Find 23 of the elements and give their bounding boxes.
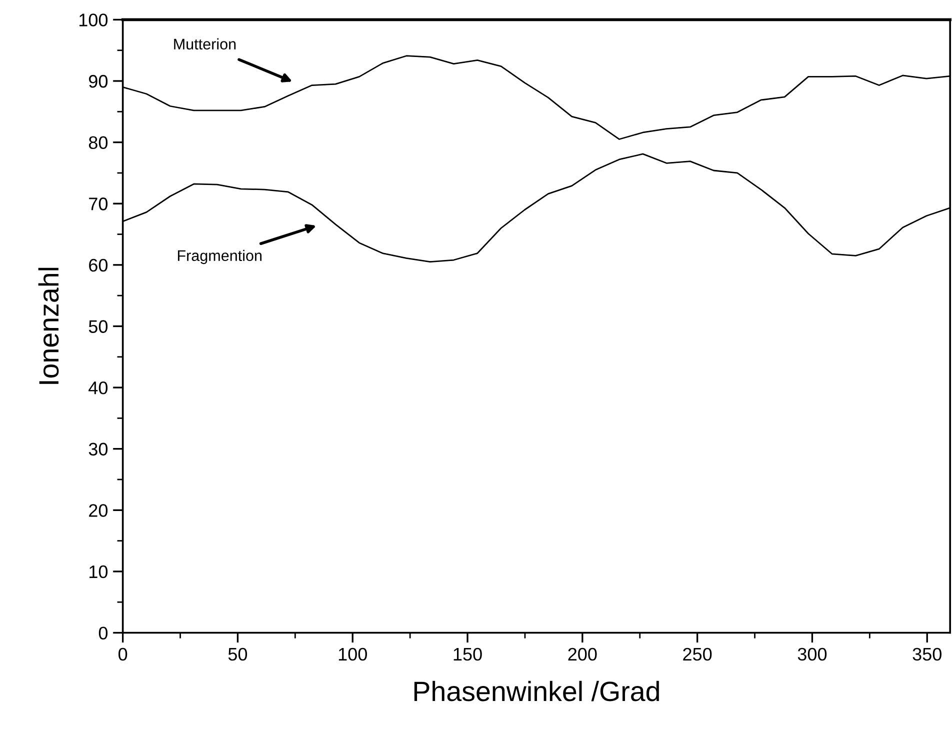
y-tick-label: 10	[90, 565, 108, 578]
x-tick-label: 50	[228, 648, 248, 661]
y-tick-label: 50	[88, 320, 108, 333]
x-tick-label: 200	[568, 648, 597, 661]
x-tick-label: 250	[683, 648, 712, 661]
y-tick-label: 40	[88, 381, 108, 394]
annotation: Mutterion	[174, 38, 236, 50]
y-tick-label: 20	[89, 504, 108, 517]
x-tick-label: 300	[798, 648, 827, 661]
x-tick-label: 0	[118, 648, 128, 661]
x-tick-label: 350	[912, 648, 942, 661]
y-tick-label: 0	[98, 626, 108, 640]
y-axis-title: Ionenzahl	[38, 268, 59, 384]
annotation: Fragmention	[178, 250, 262, 264]
y-tick-label: 30	[88, 442, 108, 456]
y-tick-label: 80	[88, 136, 108, 150]
x-tick-label: 100	[338, 648, 367, 661]
x-axis-title: Phasenwinkel /Grad	[414, 680, 659, 702]
x-tick-label: 150	[454, 648, 482, 661]
y-tick-label: 90	[88, 74, 108, 88]
y-tick-label: 100	[79, 14, 108, 26]
y-tick-label: 60	[89, 258, 108, 272]
y-tick-label: 70	[89, 198, 108, 210]
